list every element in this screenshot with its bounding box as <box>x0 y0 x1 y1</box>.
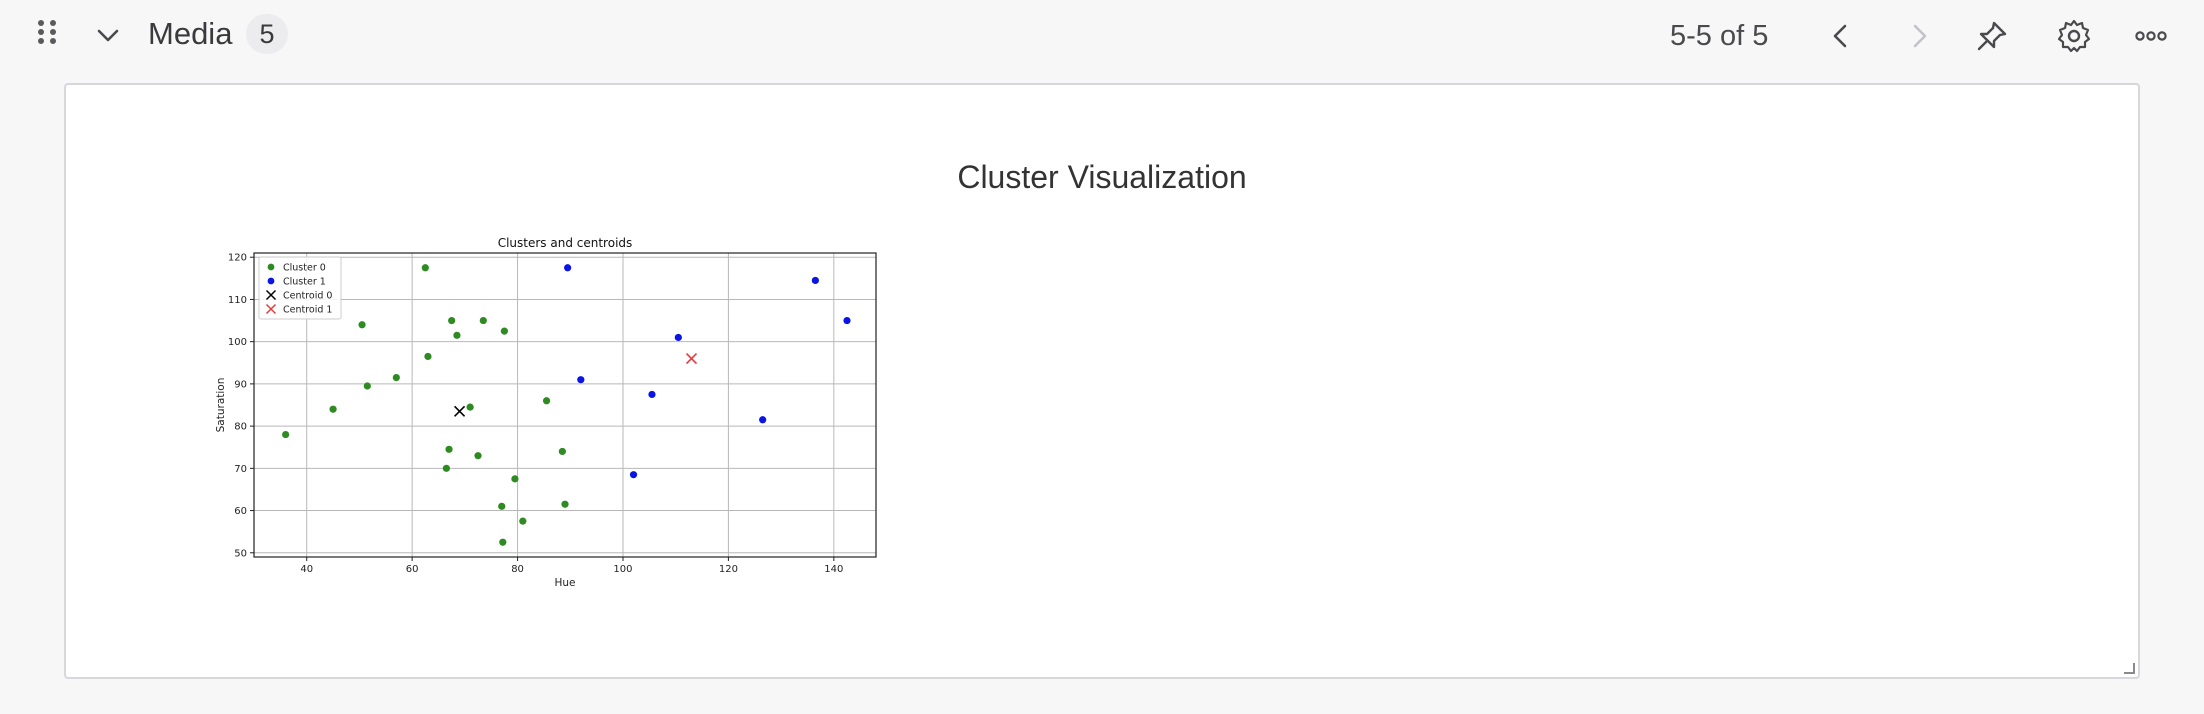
data-point <box>759 416 767 424</box>
panel-header: Media 5 5-5 of 5 <box>0 0 2204 72</box>
chevron-down-icon[interactable] <box>92 20 124 52</box>
data-point <box>421 264 429 272</box>
legend-label: Centroid 0 <box>283 291 332 302</box>
data-point <box>474 452 482 460</box>
more-options-button[interactable] <box>2131 16 2171 56</box>
data-point <box>498 502 506 510</box>
drag-handle-icon[interactable] <box>34 18 60 46</box>
pagination-text: 5-5 of 5 <box>1670 20 1769 52</box>
data-point <box>479 316 487 325</box>
data-point <box>445 445 453 453</box>
legend-marker <box>267 263 275 271</box>
count-badge: 5 <box>246 14 288 54</box>
y-tick-label: 120 <box>228 253 247 264</box>
y-tick-label: 100 <box>228 337 247 348</box>
pin-button[interactable] <box>1972 16 2012 56</box>
y-tick-label: 80 <box>234 422 247 433</box>
legend-box <box>258 256 342 320</box>
data-point <box>561 500 569 508</box>
data-point <box>442 464 450 472</box>
y-tick-label: 70 <box>234 464 247 475</box>
data-point <box>674 333 682 342</box>
data-point <box>453 331 461 339</box>
data-point <box>329 405 337 413</box>
data-point <box>519 517 527 525</box>
y-tick-label: 90 <box>234 379 247 390</box>
card-title: Cluster Visualization <box>957 159 1247 195</box>
data-point <box>843 316 851 325</box>
legend-marker <box>265 303 277 315</box>
data-point <box>511 475 519 483</box>
chevron-right-icon <box>1913 24 1927 48</box>
pin-icon <box>1977 21 2007 51</box>
legend-label: Cluster 1 <box>283 277 326 288</box>
resize-grip-icon[interactable] <box>2120 659 2136 675</box>
more-icon <box>2135 31 2167 41</box>
chart-title: Clusters and centroids <box>498 236 633 250</box>
data-point <box>629 471 638 479</box>
data-point <box>500 327 508 335</box>
scatter-chart: 40 60 80 100 120 140 50 60 70 80 90 100 110 120 Cluste… <box>215 236 877 589</box>
data-point <box>542 397 551 405</box>
data-point <box>811 276 819 285</box>
data-point <box>466 403 474 411</box>
data-point <box>499 538 507 546</box>
x-tick-label: 60 <box>406 564 419 575</box>
x-axis-label: Hue <box>554 577 575 589</box>
data-point <box>558 447 566 456</box>
next-page-button[interactable] <box>1899 16 1939 56</box>
media-card: Cluster Visualization 40 60 80 100 120 140 50 6… <box>64 83 2140 679</box>
settings-button[interactable] <box>2054 16 2094 56</box>
data-point <box>358 321 366 329</box>
y-tick-label: 110 <box>228 295 247 306</box>
y-tick-label: 50 <box>234 548 247 559</box>
cluster-chart-image[interactable]: 40 60 80 100 120 140 50 60 70 80 90 100 110 120 Cluste… <box>146 233 886 593</box>
x-tick-label: 80 <box>511 564 524 575</box>
data-point <box>424 352 432 361</box>
y-tick-label: 60 <box>234 506 247 517</box>
plot-frame <box>253 252 877 558</box>
centroid-marker <box>685 352 698 365</box>
chevron-left-icon <box>1833 24 1847 48</box>
data-point <box>282 430 290 439</box>
x-tick-label: 100 <box>613 564 632 575</box>
y-axis-label: Saturation <box>215 378 227 433</box>
legend-label: Centroid 1 <box>283 305 332 316</box>
data-point <box>648 390 656 399</box>
data-point <box>392 373 400 382</box>
legend-marker <box>267 277 275 285</box>
centroid-marker <box>454 405 466 417</box>
prev-page-button[interactable] <box>1821 16 1861 56</box>
legend-label: Cluster 0 <box>283 263 326 274</box>
data-point <box>448 316 456 325</box>
x-tick-label: 40 <box>300 564 313 575</box>
legend-marker <box>265 289 277 301</box>
data-point <box>577 376 585 384</box>
gear-icon <box>2057 19 2091 53</box>
x-tick-label: 120 <box>719 564 738 575</box>
data-point <box>363 382 371 390</box>
panel-title: Media <box>148 16 233 51</box>
x-tick-label: 140 <box>824 564 843 575</box>
data-point <box>564 264 572 272</box>
